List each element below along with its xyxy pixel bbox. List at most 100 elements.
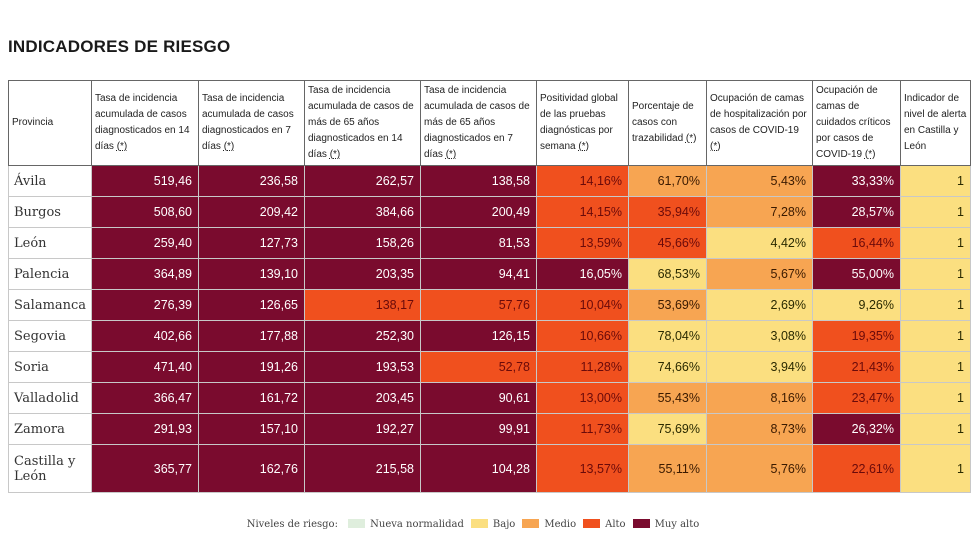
indicator-cell: 262,57 (304, 165, 421, 197)
table-row: León 259,40 127,73 158,26 81,53 13,59% 45,66% 4… (8, 227, 971, 259)
indicator-cell: 10,04% (536, 289, 629, 321)
province-cell: Ávila (8, 165, 92, 197)
legend-item: Muy alto (632, 519, 699, 530)
indicator-cell: 158,26 (304, 227, 421, 259)
indicator-cell: 1 (900, 227, 971, 259)
legend-swatch (348, 519, 366, 528)
indicator-cell: 55,00% (812, 258, 901, 290)
table-row: Segovia 402,66 177,88 252,30 126,15 10,66% 78,… (8, 320, 971, 352)
legend-swatch (632, 519, 650, 528)
indicator-cell: 1 (900, 351, 971, 383)
indicator-cell: 13,59% (536, 227, 629, 259)
indicator-cell: 81,53 (420, 227, 537, 259)
footnote-link[interactable]: (*) (685, 133, 697, 144)
footnote-link[interactable]: (*) (710, 141, 721, 152)
indicator-cell: 78,04% (628, 320, 707, 352)
table-row: Ávila 519,46 236,58 262,57 138,58 14,16% 61,70… (8, 165, 971, 197)
footnote-link[interactable]: (*) (864, 149, 876, 160)
column-header-text: Tasa de incidencia acumulada de casos di… (202, 93, 294, 152)
indicator-cell: 14,15% (536, 196, 629, 228)
indicator-cell: 162,76 (198, 444, 305, 493)
indicator-cell: 16,44% (812, 227, 901, 259)
indicator-cell: 138,17 (304, 289, 421, 321)
indicator-cell: 104,28 (420, 444, 537, 493)
indicator-cell: 126,65 (198, 289, 305, 321)
indicator-cell: 215,58 (304, 444, 421, 493)
table-body: Ávila 519,46 236,58 262,57 138,58 14,16% 61,70… (8, 165, 971, 493)
indicator-cell: 33,33% (812, 165, 901, 197)
indicator-cell: 1 (900, 444, 971, 493)
indicator-cell: 2,69% (706, 289, 813, 321)
indicator-cell: 1 (900, 165, 971, 197)
indicator-cell: 13,57% (536, 444, 629, 493)
indicator-cell: 1 (900, 413, 971, 445)
indicator-cell: 8,16% (706, 382, 813, 414)
province-cell: Soria (8, 351, 92, 383)
legend-item-label: Medio (544, 519, 577, 530)
province-cell: Burgos (8, 196, 92, 228)
footnote-link[interactable]: (*) (445, 149, 457, 160)
indicator-cell: 402,66 (91, 320, 199, 352)
legend-item: Bajo (470, 519, 515, 530)
indicator-cell: 209,42 (198, 196, 305, 228)
indicator-cell: 1 (900, 289, 971, 321)
legend-item: Medio (522, 519, 576, 530)
legend-item: Nueva normalidad (348, 519, 464, 530)
footnote-link[interactable]: (*) (116, 141, 128, 152)
column-header-3: Tasa de incidencia acumulada de casos de… (304, 80, 421, 166)
province-cell: León (8, 227, 92, 259)
indicator-cell: 57,76 (420, 289, 537, 321)
column-header-text: Ocupación de camas de cuidados críticos … (816, 85, 891, 160)
indicator-cell: 508,60 (91, 196, 199, 228)
footnote-link[interactable]: (*) (329, 149, 341, 160)
indicator-cell: 11,73% (536, 413, 629, 445)
column-header-text: Porcentaje de casos con trazabilidad (632, 101, 694, 144)
indicator-cell: 4,42% (706, 227, 813, 259)
province-cell: Salamanca (8, 289, 92, 321)
legend-swatch (470, 519, 488, 528)
footnote-link[interactable]: (*) (578, 141, 589, 152)
column-header-text: Indicador de nivel de alerta en Castilla… (904, 93, 967, 152)
indicator-cell: 61,70% (628, 165, 707, 197)
indicator-cell: 8,73% (706, 413, 813, 445)
indicator-cell: 471,40 (91, 351, 199, 383)
legend-swatch (522, 519, 540, 528)
column-header-text: Ocupación de camas de hospitalización po… (710, 93, 807, 136)
footnote-link[interactable]: (*) (223, 141, 235, 152)
indicator-cell: 99,91 (420, 413, 537, 445)
risk-indicators-table: Provincia Tasa de incidencia acumulada de… (8, 80, 971, 493)
indicator-cell: 21,43% (812, 351, 901, 383)
indicator-cell: 7,28% (706, 196, 813, 228)
province-cell: Valladolid (8, 382, 92, 414)
indicator-cell: 14,16% (536, 165, 629, 197)
province-cell: Segovia (8, 320, 92, 352)
indicator-cell: 177,88 (198, 320, 305, 352)
legend-item-label: Nueva normalidad (370, 519, 464, 530)
legend-label: Niveles de riesgo: (246, 519, 338, 530)
indicator-cell: 26,32% (812, 413, 901, 445)
indicator-cell: 157,10 (198, 413, 305, 445)
table-row: Castilla y León 365,77 162,76 215,58 104,28 1… (8, 444, 971, 493)
indicator-cell: 203,45 (304, 382, 421, 414)
indicator-cell: 74,66% (628, 351, 707, 383)
table-row: Valladolid 366,47 161,72 203,45 90,61 13,00% 5… (8, 382, 971, 414)
table-row: Palencia 364,89 139,10 203,35 94,41 16,05% 68,… (8, 258, 971, 290)
indicator-cell: 19,35% (812, 320, 901, 352)
indicator-cell: 3,94% (706, 351, 813, 383)
province-cell: Castilla y León (8, 444, 92, 493)
column-header-text: Tasa de incidencia acumulada de casos de… (308, 85, 414, 160)
indicator-cell: 55,43% (628, 382, 707, 414)
indicator-cell: 161,72 (198, 382, 305, 414)
indicator-cell: 5,67% (706, 258, 813, 290)
table-row: Zamora 291,93 157,10 192,27 99,91 11,73% 75,69… (8, 413, 971, 445)
indicator-cell: 22,61% (812, 444, 901, 493)
indicator-cell: 35,94% (628, 196, 707, 228)
indicator-cell: 52,78 (420, 351, 537, 383)
column-header-text: Provincia (12, 117, 54, 128)
indicator-cell: 291,93 (91, 413, 199, 445)
indicator-cell: 10,66% (536, 320, 629, 352)
indicator-cell: 200,49 (420, 196, 537, 228)
indicator-cell: 55,11% (628, 444, 707, 493)
indicator-cell: 11,28% (536, 351, 629, 383)
indicator-cell: 259,40 (91, 227, 199, 259)
